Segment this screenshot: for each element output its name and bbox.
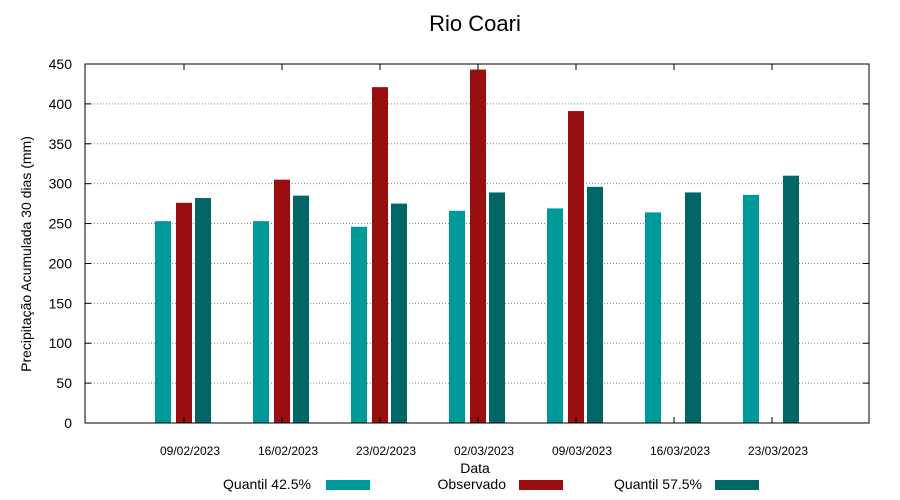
legend-label: Quantil 57.5% (614, 476, 702, 492)
x-tick-label: 16/02/2023 (258, 444, 318, 458)
bar-3 (685, 192, 701, 423)
bar-1 (449, 210, 465, 423)
bar-1 (743, 194, 759, 423)
bar-3 (391, 203, 407, 423)
x-axis-label: Data (460, 460, 490, 476)
bar-3 (489, 192, 505, 423)
y-tick-label: 350 (49, 136, 73, 152)
bar-2 (274, 179, 290, 423)
x-tick-label: 09/03/2023 (552, 444, 612, 458)
legend-label: Quantil 42.5% (223, 476, 311, 492)
legend-swatch (715, 480, 759, 490)
y-tick-label: 400 (49, 96, 73, 112)
x-tick-label: 02/03/2023 (454, 444, 514, 458)
bar-2 (568, 111, 584, 424)
bar-2 (176, 202, 192, 423)
bar-1 (155, 221, 171, 423)
x-tick-label: 23/03/2023 (748, 444, 808, 458)
bar-3 (195, 198, 211, 423)
legend-swatch (519, 480, 563, 490)
bar-1 (547, 208, 563, 423)
x-tick-label: 09/02/2023 (160, 444, 220, 458)
y-tick-label: 300 (49, 176, 73, 192)
y-tick-label: 450 (49, 56, 73, 72)
bar-1 (645, 212, 661, 423)
y-tick-label: 150 (49, 295, 73, 311)
bar-1 (253, 221, 269, 423)
legend-label: Observado (438, 476, 507, 492)
legend-swatch (326, 480, 370, 490)
x-tick-label: 16/03/2023 (650, 444, 710, 458)
chart-title: Rio Coari (429, 11, 521, 36)
bar-2 (470, 69, 486, 423)
bar-3 (587, 186, 603, 423)
y-tick-label: 250 (49, 216, 73, 232)
bar-3 (293, 195, 309, 423)
x-tick-label: 23/02/2023 (356, 444, 416, 458)
bar-1 (351, 226, 367, 423)
bar-2 (372, 87, 388, 423)
y-tick-label: 100 (49, 335, 73, 351)
bar-3 (783, 175, 799, 423)
legend: Quantil 42.5% Observado Quantil 57.5% (223, 476, 759, 492)
y-tick-label: 0 (64, 415, 72, 431)
y-axis-ticks: 0 50 100 150 200 250 300 350 400 450 (49, 56, 869, 431)
y-axis-label: Precipitação Acumulada 30 dias (mm) (18, 136, 34, 372)
bars (155, 69, 799, 424)
y-tick-label: 200 (49, 255, 73, 271)
plot-frame (84, 63, 870, 424)
y-tick-label: 50 (56, 375, 72, 391)
x-axis-ticks: 09/02/2023 16/02/2023 23/02/2023 02/03/2023… (160, 64, 808, 458)
